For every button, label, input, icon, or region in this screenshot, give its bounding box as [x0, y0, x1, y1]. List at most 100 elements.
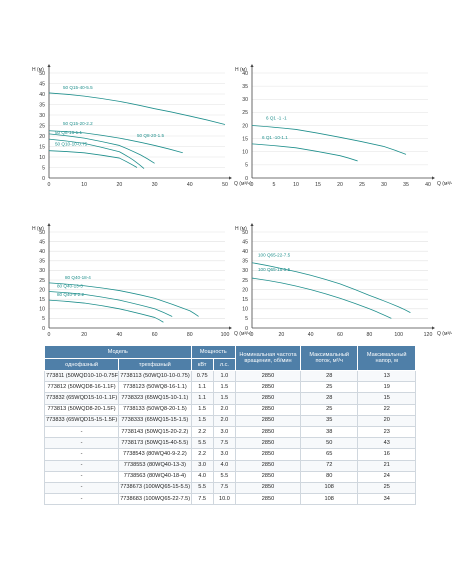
- series-label: 50 Q15-20-2.2: [63, 121, 93, 126]
- table-cell-three: 7738133 (50WQ8-20-1.5): [118, 403, 192, 416]
- y-tick-label: 5: [245, 316, 248, 322]
- y-tick-label: 5: [42, 316, 45, 322]
- header-kw: кВт: [190, 358, 214, 371]
- y-tick-label: 10: [39, 307, 45, 313]
- header-flow: Максимальный поток, м³/ч: [299, 345, 359, 371]
- table-cell-head: 16: [357, 448, 416, 461]
- x-axis-arrow: [432, 176, 435, 180]
- table-cell-three: 7738123 (50WQ8-16-1.1): [118, 381, 192, 394]
- table-cell-head: 34: [357, 493, 416, 506]
- y-tick-label: 20: [242, 287, 248, 293]
- table-cell-single: 773813 (50WQD8-20-1.5F): [43, 403, 120, 416]
- y-tick-label: 35: [39, 102, 45, 108]
- table-cell-hp: 3.0: [212, 448, 237, 461]
- series-line: [251, 262, 411, 313]
- x-tick-label: 20: [81, 332, 87, 338]
- table-row: 773832 (65WQD15-10-1.1F) 7738323 (65WQ15-…: [43, 392, 416, 405]
- x-tick-label: 80: [366, 332, 372, 338]
- x-tick-label: 25: [359, 182, 365, 188]
- series-label: 80 Q40-9-2.2: [57, 292, 85, 297]
- series-line: [48, 299, 164, 323]
- y-tick-label: 45: [242, 239, 248, 245]
- table-cell-head: 24: [357, 470, 416, 483]
- header-hp: л.с.: [212, 358, 237, 371]
- x-tick-label: 60: [337, 332, 343, 338]
- table-cell-rpm: 2850: [235, 369, 301, 383]
- table-cell-single: -: [43, 470, 120, 483]
- series-line: [48, 291, 173, 317]
- table-cell-kw: 5.5: [190, 481, 214, 495]
- table-cell-hp: 1.0: [212, 369, 237, 383]
- x-tick-label: 40: [187, 182, 193, 188]
- table-row: -7738543 (80WQ40-9-2.2) 2.2 3.0 2850 65 16: [43, 448, 416, 461]
- table-cell-single: -: [43, 493, 120, 506]
- table-cell-kw: 1.1: [190, 381, 214, 394]
- x-tick-label: 0: [251, 182, 254, 188]
- series-line: [251, 143, 358, 162]
- x-tick-label: 10: [293, 182, 299, 188]
- x-tick-label: 0: [48, 332, 51, 338]
- y-tick-label: 15: [242, 297, 248, 303]
- table-row: 773833 (65WQD15-15-1.5F) 7738333 (65WQ15-…: [43, 414, 416, 427]
- table-cell-flow: 108: [299, 493, 359, 506]
- x-tick-label: 100: [394, 332, 403, 338]
- table-cell-rpm: 2850: [235, 437, 301, 450]
- x-tick-label: 35: [403, 182, 409, 188]
- y-axis-label: H (м): [32, 226, 44, 232]
- y-tick-label: 5: [42, 165, 45, 171]
- y-tick-label: 25: [39, 123, 45, 129]
- table-cell-head: 22: [357, 403, 416, 416]
- y-tick-label: 20: [39, 287, 45, 293]
- y-tick-label: 25: [242, 278, 248, 284]
- table-row: -7738673 (100WQ65-15-5.5) 5.5 7.5 2850 108 25: [43, 481, 416, 495]
- table-cell-hp: 1.5: [212, 392, 237, 405]
- table-row: -7738683 (100WQ65-22-7.5) 7.5 10.0 2850 108 3…: [43, 493, 416, 506]
- table-cell-three: 7738333 (65WQ15-15-1.5): [118, 414, 192, 427]
- x-tick-label: 20: [117, 182, 123, 188]
- table-cell-flow: 28: [299, 369, 359, 383]
- x-axis-arrow: [229, 176, 232, 180]
- table-cell-head: 43: [357, 437, 416, 450]
- table-cell-single: -: [43, 459, 120, 472]
- table-cell-three: 7738563 (80WQ40-18-4): [118, 470, 192, 483]
- series-line: [251, 125, 407, 155]
- specs-table: Модель Мощность Номинальная частота вращ…: [43, 345, 416, 506]
- table-cell-rpm: 2850: [235, 448, 301, 461]
- y-tick-label: 0: [245, 326, 248, 332]
- table-cell-hp: 10.0: [212, 493, 237, 506]
- table-cell-rpm: 2850: [235, 459, 301, 472]
- table-cell-head: 25: [357, 481, 416, 495]
- x-tick-label: 50: [222, 182, 228, 188]
- x-tick-label: 20: [337, 182, 343, 188]
- y-tick-label: 35: [39, 259, 45, 265]
- y-tick-label: 50: [39, 71, 45, 77]
- y-tick-label: 0: [42, 326, 45, 332]
- table-row: -7738173 (50WQ15-40-5.5) 5.5 7.5 2850 50 43: [43, 437, 416, 450]
- x-tick-label: 0: [251, 332, 254, 338]
- header-model: Модель: [44, 345, 192, 359]
- x-axis-label: Q (м³/ч): [437, 331, 452, 337]
- x-tick-label: 40: [308, 332, 314, 338]
- header-head: Максимальный напор, м: [357, 345, 416, 371]
- y-tick-label: 40: [242, 71, 248, 77]
- y-tick-label: 10: [39, 155, 45, 161]
- table-cell-kw: 7.5: [190, 493, 214, 506]
- y-tick-label: 40: [39, 92, 45, 98]
- x-tick-label: 20: [278, 332, 284, 338]
- table-cell-flow: 72: [299, 459, 359, 472]
- table-cell-rpm: 2850: [235, 470, 301, 483]
- y-tick-label: 5: [245, 163, 248, 169]
- table-row: -7738563 (80WQ40-18-4) 4.0 5.5 2850 80 24: [43, 470, 416, 483]
- y-axis-label: H (м): [235, 226, 247, 232]
- table-cell-three: 7738673 (100WQ65-15-5.5): [118, 481, 192, 495]
- x-axis-label: Q (м³/ч): [437, 181, 452, 187]
- table-cell-hp: 5.5: [212, 470, 237, 483]
- x-tick-label: 15: [315, 182, 321, 188]
- table-cell-three: 7738113 (50WQ10-10-0.75): [118, 369, 192, 383]
- table-cell-kw: 2.2: [190, 448, 214, 461]
- y-tick-label: 40: [39, 249, 45, 255]
- table-cell-single: 773811 (50WQD10-10-0.75F): [43, 369, 120, 383]
- x-tick-label: 80: [187, 332, 193, 338]
